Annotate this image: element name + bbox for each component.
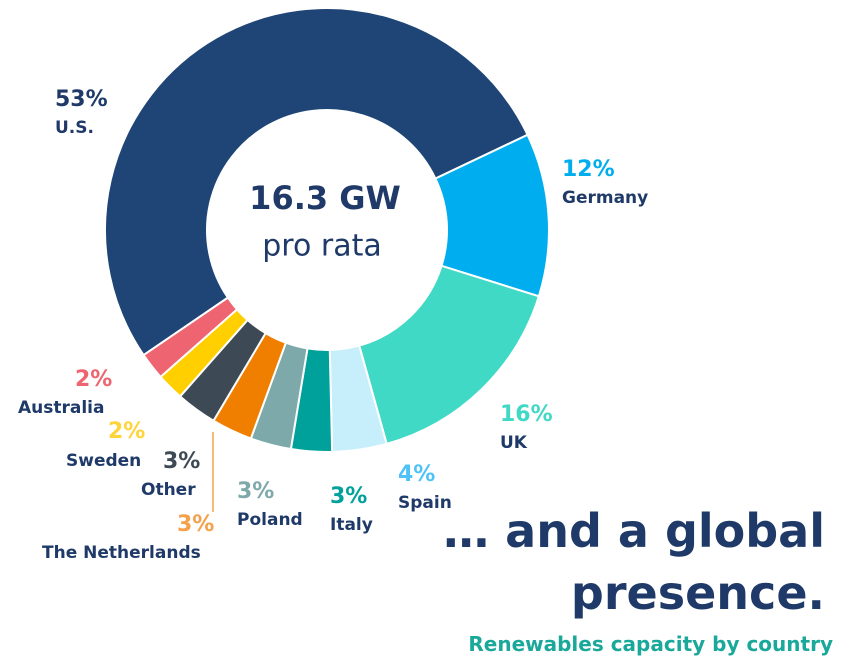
country-label: Spain — [398, 493, 452, 513]
percent-label: 3% — [177, 512, 214, 537]
center-sublabel: pro rata — [262, 229, 381, 264]
subtitle: Renewables capacity by country — [468, 632, 833, 656]
country-label: Germany — [562, 188, 648, 208]
slice — [104, 7, 529, 357]
country-label: Other — [141, 480, 196, 500]
percent-label: 16% — [500, 402, 553, 427]
headline: … and a global presence. — [443, 504, 825, 620]
percent-label: 3% — [163, 449, 200, 474]
country-label: Poland — [237, 510, 303, 530]
country-label: U.S. — [55, 118, 94, 138]
country-label: The Netherlands — [42, 543, 201, 563]
percent-label: 2% — [75, 367, 112, 392]
country-label: Sweden — [66, 451, 141, 471]
center-label: 16.3 GW — [249, 179, 401, 217]
percent-label: 53% — [55, 87, 108, 112]
slice — [142, 296, 239, 379]
percent-label: 3% — [237, 479, 274, 504]
slices — [104, 7, 550, 453]
country-label: Australia — [18, 398, 105, 418]
percent-label: 4% — [398, 462, 435, 487]
percent-label: 3% — [330, 484, 367, 509]
country-label: Italy — [330, 515, 373, 535]
country-label: UK — [500, 433, 528, 453]
percent-label: 12% — [562, 157, 615, 182]
percent-label: 2% — [108, 419, 145, 444]
